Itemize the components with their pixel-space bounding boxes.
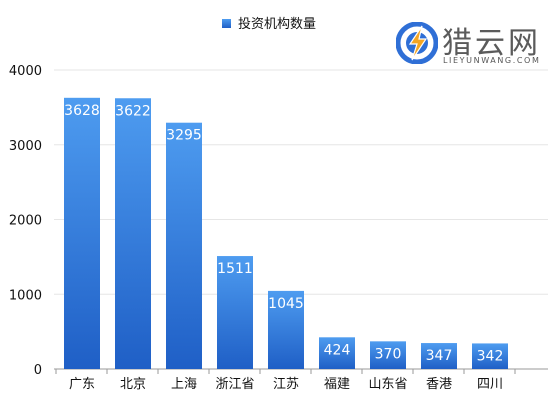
- bar: [64, 97, 100, 369]
- data-label: 370: [375, 346, 402, 362]
- x-category-label: 山东省: [368, 377, 407, 392]
- labels: 0 1000 2000 3000 4000 3628 广东 3622 北京 3295 上海 1511 浙…: [9, 64, 503, 392]
- legend: 投资机构数量: [222, 16, 316, 32]
- bar: [319, 337, 355, 369]
- x-category-label: 上海: [171, 377, 197, 392]
- data-label: 3628: [64, 103, 100, 119]
- watermark-brand: 猎云网: [442, 26, 541, 61]
- data-label: 342: [477, 348, 504, 364]
- bar: [370, 341, 406, 369]
- bar: [421, 343, 457, 369]
- x-category-label: 北京: [120, 377, 146, 392]
- lieyun-logo-icon: [396, 22, 438, 64]
- bar: [166, 122, 202, 369]
- data-label: 3295: [166, 128, 202, 144]
- bar: [472, 343, 508, 369]
- x-category-label: 广东: [69, 377, 95, 392]
- y-tick-label: 0: [34, 363, 42, 378]
- y-tick-label: 3000: [9, 139, 42, 154]
- bar: [115, 98, 151, 370]
- x-category-label: 江苏: [273, 376, 299, 392]
- y-tick-label: 4000: [9, 64, 42, 79]
- watermark-domain: LIEYUNWANG.COM: [443, 56, 541, 65]
- bar: [217, 256, 253, 369]
- data-label: 347: [426, 348, 453, 364]
- data-label: 1511: [217, 261, 253, 277]
- x-category-label: 福建: [324, 377, 350, 392]
- bar: [268, 290, 304, 369]
- data-label: 3622: [115, 103, 151, 119]
- y-tick-label: 1000: [9, 288, 42, 303]
- x-category-label: 香港: [426, 377, 452, 392]
- legend-swatch: [222, 19, 231, 28]
- axis: [54, 368, 548, 374]
- x-category-label: 浙江省: [215, 377, 254, 392]
- bars: [64, 97, 508, 370]
- data-label: 1045: [268, 296, 304, 312]
- legend-label: 投资机构数量: [238, 16, 316, 32]
- data-label: 424: [324, 342, 351, 358]
- x-category-label: 四川: [477, 377, 503, 392]
- watermark-logo: 猎云网 LIEYUNWANG.COM: [396, 16, 546, 72]
- y-tick-label: 2000: [9, 214, 42, 229]
